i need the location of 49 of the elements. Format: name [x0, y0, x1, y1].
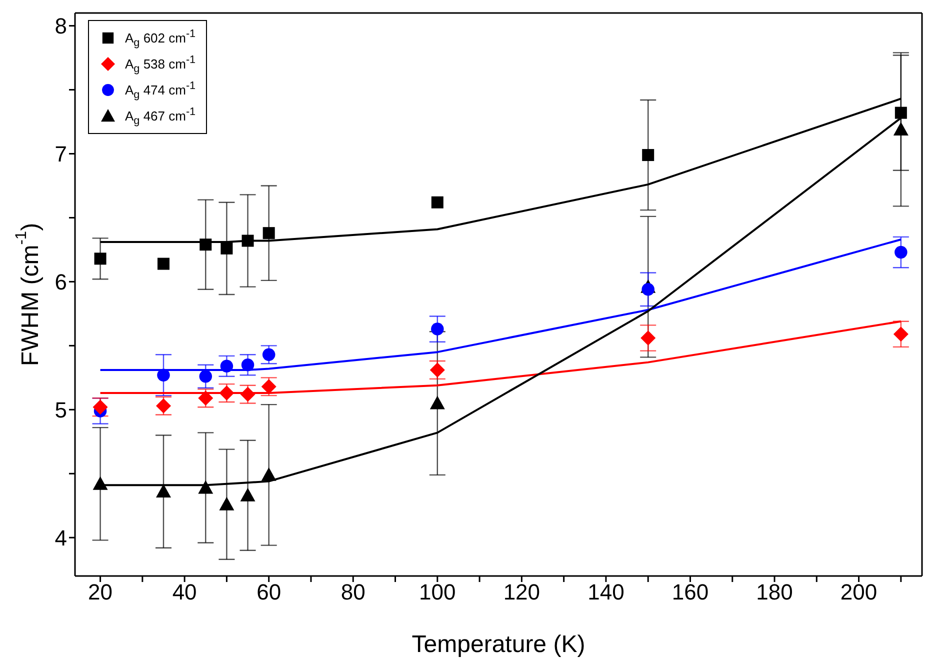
point: [198, 390, 214, 406]
point: [894, 106, 907, 119]
x-tick-label: 40: [172, 580, 197, 605]
point: [262, 348, 276, 362]
point: [220, 242, 233, 254]
point: [157, 258, 170, 270]
point: [200, 238, 212, 251]
x-tick-label: 100: [419, 580, 456, 605]
x-axis-title: Temperature (K): [412, 631, 586, 658]
y-tick-label: 7: [54, 142, 67, 167]
x-tick-label: 80: [340, 580, 366, 605]
point: [431, 196, 444, 208]
y-tick-label: 4: [54, 525, 67, 550]
point: [642, 149, 654, 162]
legend-label: A$_{g}$ 602 cm$^{-1}$: [125, 28, 196, 48]
x-tick-label: 160: [672, 580, 709, 605]
legend-label: A$_{g}$ 467 cm$^{-1}$: [125, 106, 196, 126]
point: [893, 326, 908, 342]
legend-label: A$_{g}$ 538 cm$^{-1}$: [125, 54, 196, 74]
x-tick-label: 140: [588, 580, 624, 605]
point: [156, 484, 171, 498]
point: [893, 122, 908, 136]
y-tick-label: 8: [54, 14, 67, 39]
point: [240, 488, 256, 502]
point: [431, 322, 444, 336]
point: [242, 234, 254, 247]
y-tick-label: 5: [54, 397, 67, 422]
x-tick-label: 200: [840, 580, 878, 605]
x-tick-label: 120: [503, 580, 540, 605]
point: [894, 246, 908, 259]
point: [261, 467, 276, 481]
legend-label: A$_{g}$ 474 cm$^{-1}$: [125, 80, 196, 100]
point: [199, 370, 212, 383]
y-tick-label: 6: [54, 270, 67, 295]
point: [642, 283, 654, 296]
point: [241, 358, 254, 372]
point: [219, 496, 234, 510]
point: [220, 360, 234, 373]
x-tick-label: 180: [756, 580, 793, 605]
x-tick-label: 60: [256, 580, 282, 605]
x-tick-label: 20: [88, 580, 113, 605]
point: [94, 252, 106, 265]
point: [430, 396, 445, 410]
point: [92, 476, 108, 490]
point: [262, 227, 275, 240]
point: [198, 480, 214, 494]
point: [640, 330, 656, 346]
point: [157, 368, 170, 382]
point: [156, 398, 171, 414]
